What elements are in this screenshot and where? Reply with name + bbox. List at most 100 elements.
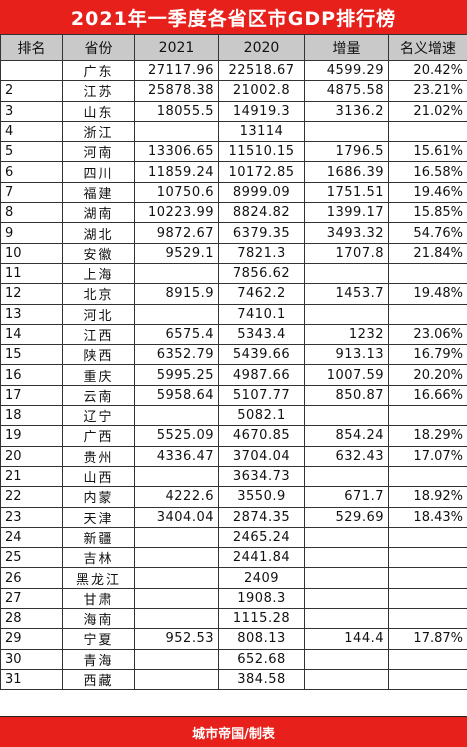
province-cell: 广东 bbox=[63, 61, 135, 81]
gdp-2021-cell: 25878.38 bbox=[135, 81, 219, 101]
province-cell: 广西 bbox=[63, 426, 135, 446]
gdp-2020-cell: 2874.35 bbox=[219, 507, 305, 527]
table-row: 22 内蒙 4222.6 3550.9 671.7 18.92% bbox=[1, 487, 467, 507]
gdp-2021-cell: 3404.04 bbox=[135, 507, 219, 527]
rank-cell: 15 bbox=[1, 345, 63, 365]
rank-cell: 14 bbox=[1, 324, 63, 344]
gdp-2021-cell: 10750.6 bbox=[135, 182, 219, 202]
rank-cell: 7 bbox=[1, 182, 63, 202]
gdp-2021-cell bbox=[135, 304, 219, 324]
gdp-2021-cell: 952.53 bbox=[135, 629, 219, 649]
growth-cell: 18.29% bbox=[389, 426, 467, 446]
gdp-2020-cell: 7410.1 bbox=[219, 304, 305, 324]
table-row: 15 陕西 6352.79 5439.66 913.13 16.79% bbox=[1, 345, 467, 365]
increase-cell: 850.87 bbox=[305, 385, 389, 405]
growth-cell bbox=[389, 527, 467, 547]
gdp-2020-cell: 11510.15 bbox=[219, 142, 305, 162]
rank-cell: 2 bbox=[1, 81, 63, 101]
province-cell: 福建 bbox=[63, 182, 135, 202]
table-row: 6 四川 11859.24 10172.85 1686.39 16.58% bbox=[1, 162, 467, 182]
province-cell: 重庆 bbox=[63, 365, 135, 385]
table-row: 16 重庆 5995.25 4987.66 1007.59 20.20% bbox=[1, 365, 467, 385]
rank-cell: 9 bbox=[1, 223, 63, 243]
gdp-2020-cell: 5439.66 bbox=[219, 345, 305, 365]
gdp-2020-cell: 8999.09 bbox=[219, 182, 305, 202]
table-row: 25 吉林 2441.84 bbox=[1, 548, 467, 568]
gdp-2020-cell: 7462.2 bbox=[219, 284, 305, 304]
increase-cell: 4875.58 bbox=[305, 81, 389, 101]
table-row: 广东 27117.96 22518.67 4599.29 20.42% bbox=[1, 61, 467, 81]
gdp-2020-cell: 3704.04 bbox=[219, 446, 305, 466]
table-row: 18 辽宁 5082.1 bbox=[1, 406, 467, 426]
column-header-growth: 名义增速 bbox=[389, 35, 467, 61]
growth-cell bbox=[389, 669, 467, 689]
increase-cell bbox=[305, 609, 389, 629]
rank-cell: 21 bbox=[1, 466, 63, 486]
increase-cell bbox=[305, 649, 389, 669]
rank-cell: 26 bbox=[1, 568, 63, 588]
province-cell: 山东 bbox=[63, 101, 135, 121]
rank-cell: 16 bbox=[1, 365, 63, 385]
province-cell: 河南 bbox=[63, 142, 135, 162]
increase-cell: 1399.17 bbox=[305, 203, 389, 223]
gdp-2020-cell: 1115.28 bbox=[219, 609, 305, 629]
increase-cell bbox=[305, 588, 389, 608]
gdp-2020-cell: 22518.67 bbox=[219, 61, 305, 81]
growth-cell bbox=[389, 588, 467, 608]
province-cell: 内蒙 bbox=[63, 487, 135, 507]
province-cell: 江苏 bbox=[63, 81, 135, 101]
table-row: 10 安徽 9529.1 7821.3 1707.8 21.84% bbox=[1, 243, 467, 263]
gdp-2021-cell bbox=[135, 649, 219, 669]
column-header-province: 省份 bbox=[63, 35, 135, 61]
province-cell: 西藏 bbox=[63, 669, 135, 689]
gdp-2021-cell bbox=[135, 466, 219, 486]
gdp-2021-cell bbox=[135, 609, 219, 629]
growth-cell: 21.02% bbox=[389, 101, 467, 121]
growth-cell: 16.66% bbox=[389, 385, 467, 405]
increase-cell bbox=[305, 527, 389, 547]
gdp-2021-cell bbox=[135, 548, 219, 568]
rank-cell: 25 bbox=[1, 548, 63, 568]
gdp-2021-cell bbox=[135, 588, 219, 608]
growth-cell bbox=[389, 466, 467, 486]
increase-cell: 854.24 bbox=[305, 426, 389, 446]
gdp-2020-cell: 7821.3 bbox=[219, 243, 305, 263]
growth-cell: 20.20% bbox=[389, 365, 467, 385]
gdp-2020-cell: 2465.24 bbox=[219, 527, 305, 547]
table-row: 28 海南 1115.28 bbox=[1, 609, 467, 629]
gdp-2021-cell: 18055.5 bbox=[135, 101, 219, 121]
increase-cell: 1007.59 bbox=[305, 365, 389, 385]
table-row: 5 河南 13306.65 11510.15 1796.5 15.61% bbox=[1, 142, 467, 162]
table-body: 广东 27117.96 22518.67 4599.29 20.42% 2 江苏… bbox=[1, 61, 467, 690]
table-row: 31 西藏 384.58 bbox=[1, 669, 467, 689]
growth-cell: 16.79% bbox=[389, 345, 467, 365]
gdp-2020-cell: 3634.73 bbox=[219, 466, 305, 486]
increase-cell: 144.4 bbox=[305, 629, 389, 649]
increase-cell: 1232 bbox=[305, 324, 389, 344]
gdp-2020-cell: 4987.66 bbox=[219, 365, 305, 385]
province-cell: 山西 bbox=[63, 466, 135, 486]
gdp-table: 排名 省份 2021 2020 增量 名义增速 广东 27117.96 2251… bbox=[0, 34, 467, 690]
gdp-2021-cell: 5525.09 bbox=[135, 426, 219, 446]
rank-cell: 28 bbox=[1, 609, 63, 629]
rank-cell: 27 bbox=[1, 588, 63, 608]
table-row: 29 宁夏 952.53 808.13 144.4 17.87% bbox=[1, 629, 467, 649]
rank-cell: 18 bbox=[1, 406, 63, 426]
column-header-rank: 排名 bbox=[1, 35, 63, 61]
province-cell: 甘肃 bbox=[63, 588, 135, 608]
gdp-2020-cell: 5343.4 bbox=[219, 324, 305, 344]
province-cell: 湖北 bbox=[63, 223, 135, 243]
increase-cell bbox=[305, 548, 389, 568]
increase-cell bbox=[305, 121, 389, 141]
rank-cell: 13 bbox=[1, 304, 63, 324]
rank-cell: 24 bbox=[1, 527, 63, 547]
table-row: 14 江西 6575.4 5343.4 1232 23.06% bbox=[1, 324, 467, 344]
gdp-2020-cell: 384.58 bbox=[219, 669, 305, 689]
gdp-2021-cell: 8915.9 bbox=[135, 284, 219, 304]
table-row: 19 广西 5525.09 4670.85 854.24 18.29% bbox=[1, 426, 467, 446]
gdp-2020-cell: 10172.85 bbox=[219, 162, 305, 182]
increase-cell: 671.7 bbox=[305, 487, 389, 507]
table-row: 13 河北 7410.1 bbox=[1, 304, 467, 324]
province-cell: 宁夏 bbox=[63, 629, 135, 649]
growth-cell bbox=[389, 304, 467, 324]
